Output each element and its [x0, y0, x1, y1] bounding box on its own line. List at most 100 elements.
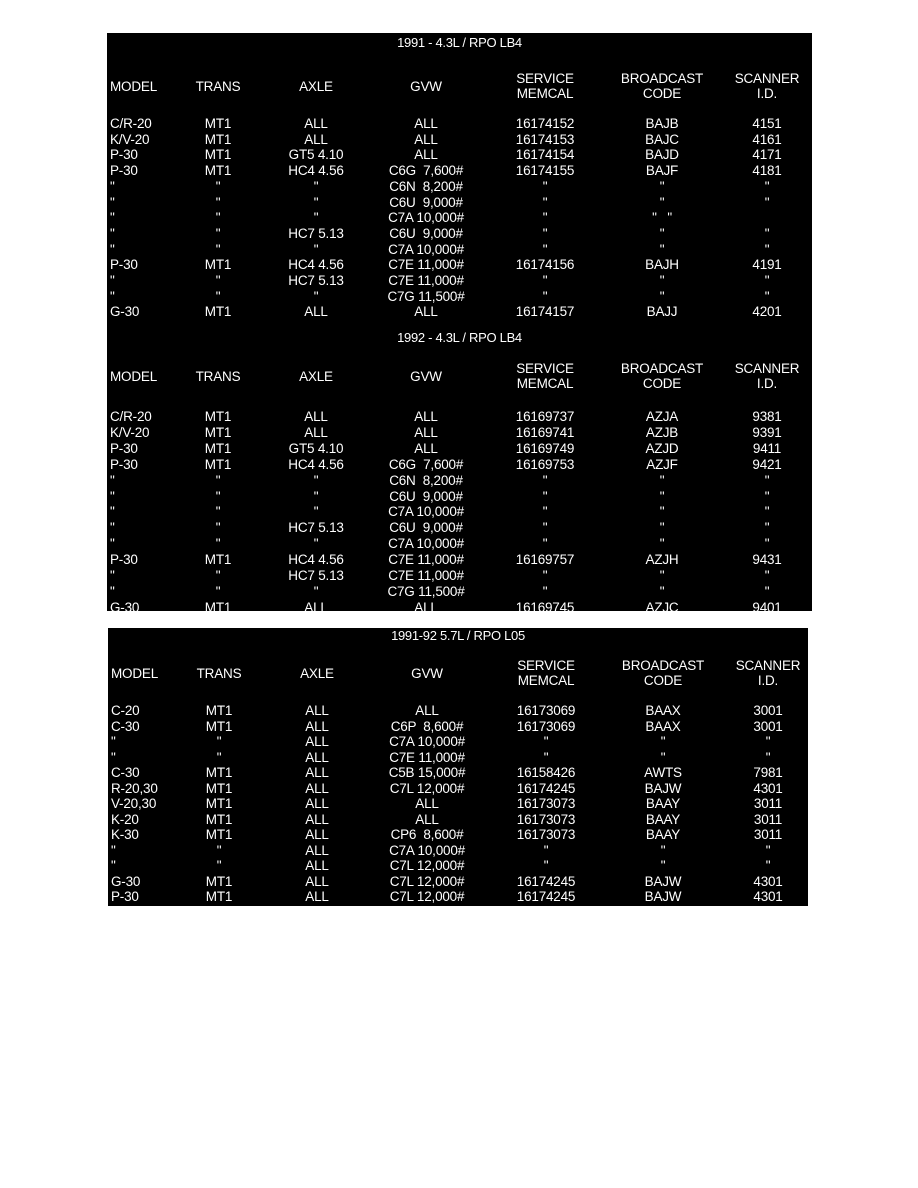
cell-axle: ALL [304, 304, 328, 320]
cell-trans: MT1 [204, 163, 232, 179]
cell-axle: ALL [304, 116, 328, 131]
cell-axle: " [313, 472, 319, 488]
cell-axle: ALL [305, 796, 329, 811]
cell-axle: ALL [305, 734, 329, 749]
cell-gvw: C7A 10,000# [388, 504, 464, 520]
table-title: 1992 - 4.3L / RPO LB4 [397, 330, 522, 345]
cell-trans: MT1 [205, 718, 233, 734]
cell-model: C-20 [111, 703, 140, 718]
column-header-model: MODEL [110, 79, 158, 94]
cell-service-memcal: 16174157 [515, 304, 575, 320]
cell-model: P-30 [110, 257, 138, 273]
cell-gvw: ALL [415, 703, 439, 718]
cell-axle: " [313, 178, 319, 194]
cell-service-memcal: 16173069 [516, 718, 576, 734]
cell-gvw: ALL [415, 796, 439, 811]
cell-broadcast-code: BAJF [645, 163, 679, 179]
cell-broadcast-code: BAAY [645, 811, 681, 827]
cell-scanner-id: " [764, 520, 770, 536]
cell-service-memcal: 16173073 [516, 811, 576, 827]
cell-broadcast-code: AZJD [645, 440, 679, 456]
cell-scanner-id: 9381 [752, 409, 782, 424]
cell-service-memcal: 16169741 [515, 424, 575, 440]
cell-model: " [110, 520, 115, 536]
cell-trans: " [215, 568, 221, 583]
cell-scanner-id: " [764, 536, 770, 552]
cell-service-memcal: " [543, 749, 549, 765]
cell-gvw: C7G 11,500# [387, 583, 465, 599]
calibration-tables-4-3l: 1991 - 4.3L / RPO LB4 MODEL TRANS AXLE GVW SE… [107, 33, 812, 614]
cell-scanner-id: 4181 [752, 163, 782, 179]
cell-scanner-id: 3011 [753, 827, 783, 842]
cell-axle: ALL [305, 842, 329, 858]
cell-service-memcal: " [542, 210, 548, 226]
cell-scanner-id: 4301 [753, 889, 783, 904]
cell-trans: " [215, 488, 221, 504]
cell-axle: " [313, 504, 319, 520]
cell-axle: GT5 4.10 [288, 147, 344, 163]
column-header-trans: TRANS [196, 666, 242, 681]
cell-model: " [110, 241, 115, 257]
cell-scanner-id: " [765, 858, 771, 873]
column-header-scanner-id: SCANNER [735, 658, 801, 673]
cell-gvw: ALL [414, 424, 438, 440]
cell-broadcast-code: " [659, 520, 665, 536]
cell-broadcast-code: AZJA [645, 409, 679, 424]
cell-axle: ALL [305, 780, 329, 796]
cell-broadcast-code: " [659, 288, 665, 304]
cell-model: " [110, 472, 115, 488]
column-header-service-memcal: SERVICE [516, 71, 574, 86]
cell-scanner-id: 4201 [752, 304, 782, 320]
cell-trans: MT1 [205, 703, 233, 718]
cell-axle: " [313, 488, 319, 504]
cell-model: K-20 [111, 811, 139, 827]
cell-axle: ALL [304, 599, 328, 615]
cell-broadcast-code: BAJC [645, 131, 679, 147]
cell-gvw: C6N 8,200# [389, 178, 463, 194]
cell-trans: MT1 [205, 873, 233, 889]
cell-scanner-id: 4301 [753, 873, 783, 889]
cell-axle: HC4 4.56 [288, 163, 344, 179]
cell-service-memcal: 16174245 [516, 889, 576, 904]
cell-model: " [110, 288, 115, 304]
table-title: 1991-92 5.7L / RPO L05 [391, 628, 525, 643]
cell-model: " [111, 842, 116, 858]
column-header-model: MODEL [111, 666, 159, 681]
cell-axle: ALL [305, 811, 329, 827]
cell-service-memcal: 16174156 [515, 257, 575, 273]
cell-model: " [110, 504, 115, 520]
cell-trans: " [215, 520, 221, 536]
cell-broadcast-code: " [659, 488, 665, 504]
cell-axle: ALL [305, 703, 329, 718]
cell-scanner-id: " [764, 583, 770, 599]
cell-model: C/R-20 [110, 409, 152, 424]
cell-trans: MT1 [205, 765, 233, 780]
cell-service-memcal: 16169745 [515, 599, 575, 615]
column-header-service-memcal: MEMCAL [516, 86, 574, 101]
cell-trans: " [215, 504, 221, 520]
cell-axle: ALL [304, 409, 328, 424]
cell-broadcast-code: " [659, 583, 665, 599]
cell-scanner-id: " [764, 225, 770, 241]
cell-scanner-id: 3011 [753, 796, 783, 811]
column-header-axle: AXLE [299, 79, 333, 94]
cell-model: P-30 [110, 440, 138, 456]
cell-trans: " [215, 241, 221, 257]
cell-axle: HC7 5.13 [288, 568, 344, 583]
cell-gvw: C6U 9,000# [389, 194, 463, 210]
cell-scanner-id: 4301 [753, 780, 783, 796]
cell-broadcast-code: BAJJ [646, 304, 678, 320]
cell-scanner-id: " [764, 488, 770, 504]
cell-trans: " [215, 472, 221, 488]
cell-scanner-id: 9431 [752, 552, 782, 568]
cell-gvw: C7E 11,000# [388, 273, 464, 288]
cell-gvw: C6G 7,600# [388, 456, 464, 472]
cell-gvw: C6U 9,000# [389, 488, 463, 504]
cell-gvw: C5B 15,000# [388, 765, 466, 780]
cell-service-memcal: 16169753 [515, 456, 575, 472]
cell-model: K-30 [111, 827, 139, 842]
cell-scanner-id: " [764, 273, 770, 288]
cell-trans: " [216, 842, 222, 858]
cell-scanner-id: 7981 [753, 765, 783, 780]
cell-service-memcal: " [542, 178, 548, 194]
